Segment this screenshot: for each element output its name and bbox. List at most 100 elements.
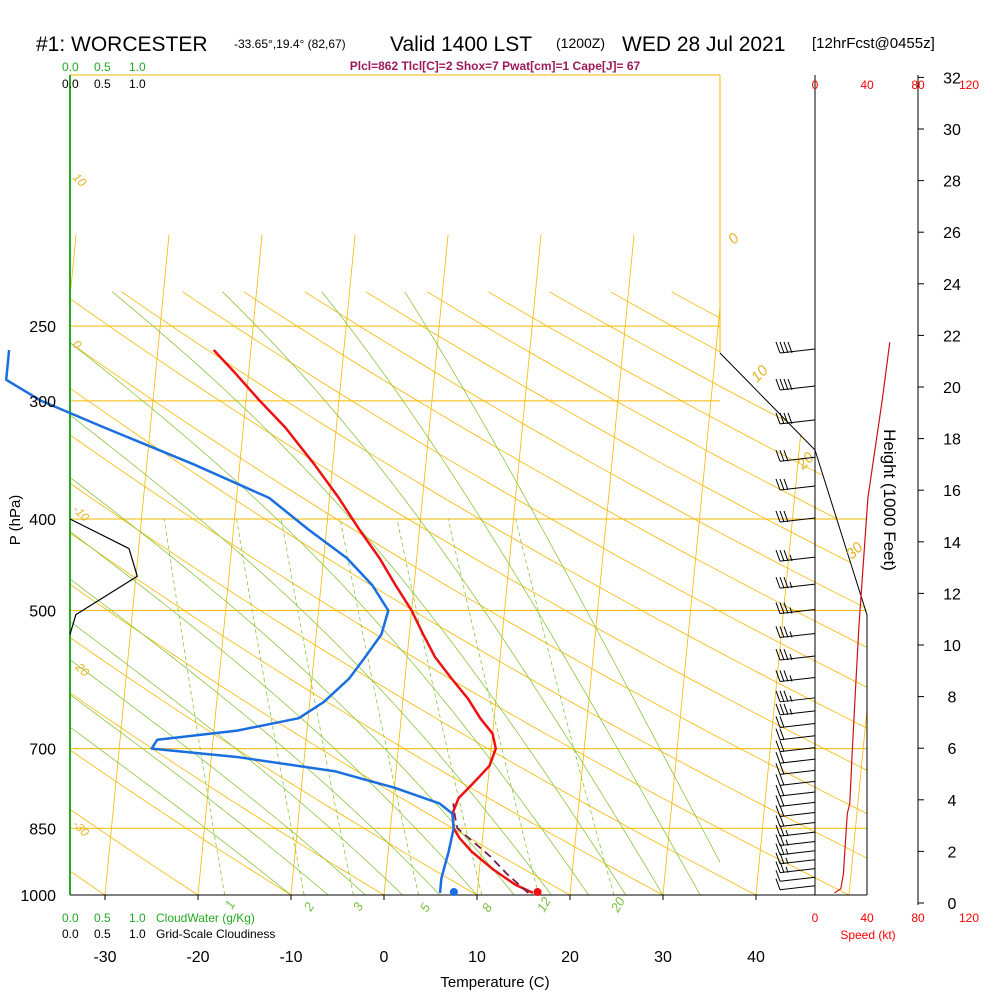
- height-tick-label: 8: [948, 690, 957, 707]
- wind-barb: [775, 861, 816, 874]
- cl-bot-label: Grid-Scale Cloudiness: [156, 927, 275, 941]
- wind-barb-flag: [779, 412, 785, 425]
- parcel-line: [452, 803, 529, 894]
- moist-adiabat-line: [112, 291, 627, 895]
- wind-barb: [775, 716, 816, 728]
- x-tick-label: -30: [93, 949, 116, 966]
- dry-adiabat-line: [365, 291, 720, 496]
- moist-adiabat-line: [70, 414, 552, 895]
- dry-adiabat-line: [720, 353, 867, 895]
- wind-barb-staff: [779, 556, 816, 562]
- cl-bot-1: 0.5: [94, 927, 111, 941]
- wind-barb: [775, 795, 816, 807]
- wind-barb-staff: [779, 821, 816, 827]
- cl-bot-2: 1.0: [129, 927, 146, 941]
- isotherm-line: [104, 234, 170, 895]
- wind-barb-staff: [779, 812, 816, 818]
- mixing-ratio-grid: [164, 518, 615, 895]
- wind-barb-staff: [779, 735, 816, 741]
- wind-barb-staff: [779, 841, 816, 847]
- wind-barb: [775, 824, 816, 837]
- mixing-ratio-label: 12: [534, 894, 555, 915]
- pressure-tick-label: 1000: [20, 888, 56, 905]
- wind-barb: [775, 763, 816, 775]
- height-tick-label: 0: [948, 896, 957, 913]
- height-tick-label: 6: [948, 741, 957, 758]
- pressure-tick-label: 250: [29, 319, 56, 336]
- extension-outline: [719, 352, 868, 895]
- wind-barb-staff: [779, 769, 816, 775]
- height-tick-label: 28: [943, 174, 961, 191]
- isotherm-line: [569, 234, 635, 895]
- wind_speed-line: [834, 342, 891, 894]
- wind-barb-flag: [779, 378, 785, 391]
- wind-barb-flag: [775, 341, 781, 354]
- wind-barb-flag: [783, 648, 789, 661]
- y-axis-title: P (hPa): [7, 495, 24, 546]
- wind-barb-staff: [779, 758, 816, 764]
- dry-adiabat-line: [487, 291, 720, 423]
- wind-barb-flag: [775, 728, 781, 740]
- sounding-series: [4, 342, 891, 896]
- wind-barb-flag: [775, 878, 781, 890]
- wind-barb-half-flag: [789, 631, 793, 638]
- dry-adiabat-line: [0, 292, 135, 915]
- wind-barb-flag: [779, 703, 785, 716]
- x-tick-label: 0: [380, 949, 389, 966]
- wind-barb-staff: [779, 747, 816, 753]
- wind-barb-flag: [783, 412, 789, 425]
- height-tick-label: 16: [943, 483, 961, 500]
- dry-adiabat-line: [549, 291, 720, 387]
- mixing-ratio-label: 2: [300, 899, 317, 914]
- wind-barb-half-flag: [789, 695, 793, 702]
- wind-barb-flag: [779, 740, 785, 752]
- mixing-ratio-line: [236, 518, 305, 895]
- cw-bot-1: 0.5: [94, 911, 111, 925]
- pressure-ticks: 250 300 400 500 700 850 1000: [20, 319, 56, 905]
- wind-barb-flag: [775, 670, 781, 682]
- wind-barb: [775, 740, 816, 753]
- wind-barbs: [775, 341, 816, 891]
- wind-barb-staff: [779, 632, 816, 638]
- wind-barb-flag: [775, 784, 781, 797]
- pressure-tick-label: 700: [29, 742, 56, 759]
- spd-top-1: 40: [860, 78, 874, 92]
- cw-top-2: 1.0: [129, 60, 146, 74]
- moist-adiabat-line: [70, 659, 366, 895]
- wind-barb: [775, 412, 816, 425]
- wind-barb-flag: [775, 774, 781, 786]
- wind-barb-staff: [779, 609, 816, 615]
- height-axis-title: Height (1000 Feet): [880, 429, 899, 571]
- wind-barb: [775, 805, 816, 818]
- wind-barb-flag: [775, 549, 781, 562]
- x-tick-label: 40: [747, 949, 765, 966]
- wind-barb-flag: [775, 626, 781, 638]
- pressure-tick-label: 500: [29, 604, 56, 621]
- wind-barb: [775, 690, 816, 703]
- height-tick-label: 10: [943, 638, 961, 655]
- wind-barb-flag: [775, 450, 781, 462]
- wind-barb-flag: [775, 740, 781, 752]
- dry-adiabat-line: [304, 291, 720, 534]
- wind-barb: [775, 648, 816, 661]
- speed-axis-title: Speed (kt): [840, 928, 895, 942]
- wind-barb: [775, 703, 816, 716]
- dry-adiabat-line: [70, 808, 199, 895]
- wind-barb-staff: [779, 676, 816, 682]
- wind-barb-flag: [783, 549, 789, 562]
- dry-adiabat-line: [793, 353, 867, 895]
- wind-barb-flag: [779, 852, 785, 864]
- wind-barb: [775, 843, 816, 856]
- dry-adiabat-line: [720, 353, 796, 895]
- dry-adiabat-label: 10: [748, 362, 772, 386]
- dry-adiabat-line: [70, 692, 385, 895]
- wind-barb-flag: [779, 843, 785, 855]
- dewpoint-line: [4, 349, 455, 894]
- wind-barb: [775, 834, 816, 847]
- dry-adiabat-line: [610, 291, 720, 353]
- moist-adiabat-line: [70, 726, 292, 895]
- mixing-ratio-line: [447, 518, 540, 895]
- moist-adiabat-line: [70, 578, 441, 895]
- moist-adiabat-grid: [70, 291, 720, 895]
